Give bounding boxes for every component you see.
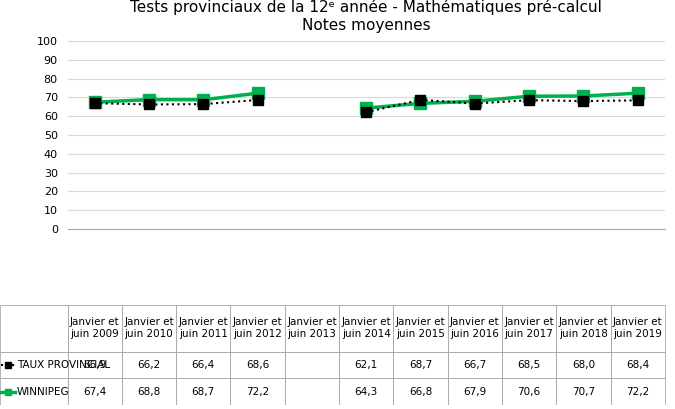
Text: 66,4: 66,4 [192, 360, 215, 370]
Text: Janvier et
juin 2010: Janvier et juin 2010 [124, 317, 173, 339]
Text: 72,2: 72,2 [626, 387, 649, 397]
Bar [448, 378, 502, 405]
Bar [502, 352, 556, 378]
Text: 64,3: 64,3 [354, 387, 378, 397]
Bar [122, 305, 176, 352]
Bar [68, 305, 122, 352]
Text: Janvier et
juin 2015: Janvier et juin 2015 [396, 317, 446, 339]
Text: Janvier et
juin 2017: Janvier et juin 2017 [504, 317, 554, 339]
Text: Janvier et
juin 2013: Janvier et juin 2013 [287, 317, 337, 339]
Bar [0, 378, 68, 405]
Bar [0, 305, 68, 352]
Bar [230, 352, 285, 378]
Text: 68,5: 68,5 [518, 360, 541, 370]
Bar [339, 352, 394, 378]
Bar [285, 305, 339, 352]
Text: 66,8: 66,8 [409, 387, 432, 397]
Text: 68,0: 68,0 [572, 360, 595, 370]
Text: 62,1: 62,1 [354, 360, 378, 370]
Text: 68,8: 68,8 [137, 387, 161, 397]
Bar [176, 378, 230, 405]
Bar [122, 378, 176, 405]
Bar [556, 305, 611, 352]
Bar [122, 352, 176, 378]
Bar [230, 305, 285, 352]
Bar [502, 305, 556, 352]
Bar [339, 378, 394, 405]
Text: 68,7: 68,7 [409, 360, 432, 370]
Bar [176, 305, 230, 352]
Text: Janvier et
juin 2016: Janvier et juin 2016 [450, 317, 500, 339]
Text: WINNIPEG: WINNIPEG [17, 387, 70, 397]
Bar [0, 352, 68, 378]
Text: 67,4: 67,4 [83, 387, 106, 397]
Text: 70,6: 70,6 [518, 387, 541, 397]
Text: TAUX PROVINCIAL: TAUX PROVINCIAL [17, 360, 110, 370]
Bar [611, 305, 665, 352]
Text: 68,7: 68,7 [192, 387, 215, 397]
Text: 72,2: 72,2 [246, 387, 269, 397]
Bar [230, 378, 285, 405]
Text: 68,4: 68,4 [626, 360, 649, 370]
Text: Janvier et
juin 2012: Janvier et juin 2012 [233, 317, 282, 339]
Text: 67,9: 67,9 [463, 387, 487, 397]
Bar [556, 378, 611, 405]
Bar [394, 352, 448, 378]
Text: 70,7: 70,7 [572, 387, 595, 397]
Text: 68,6: 68,6 [246, 360, 269, 370]
Text: Janvier et
juin 2019: Janvier et juin 2019 [613, 317, 663, 339]
Bar [611, 352, 665, 378]
Text: 66,7: 66,7 [463, 360, 487, 370]
Text: Janvier et
juin 2011: Janvier et juin 2011 [178, 317, 228, 339]
Bar [68, 352, 122, 378]
Bar [285, 352, 339, 378]
Text: Janvier et
juin 2018: Janvier et juin 2018 [559, 317, 608, 339]
Bar [285, 378, 339, 405]
Text: 66,9: 66,9 [83, 360, 106, 370]
Bar [339, 305, 394, 352]
Bar [394, 305, 448, 352]
Bar [611, 378, 665, 405]
Bar [556, 352, 611, 378]
Text: Janvier et
juin 2014: Janvier et juin 2014 [342, 317, 391, 339]
Title: Tests provinciaux de la 12ᵉ année - Mathématiques pré-calcul
Notes moyennes: Tests provinciaux de la 12ᵉ année - Math… [130, 0, 602, 33]
Bar [448, 352, 502, 378]
Bar [502, 378, 556, 405]
Bar [448, 305, 502, 352]
Bar [68, 378, 122, 405]
Bar [176, 352, 230, 378]
Text: 66,2: 66,2 [137, 360, 161, 370]
Bar [394, 378, 448, 405]
Text: Janvier et
juin 2009: Janvier et juin 2009 [70, 317, 119, 339]
